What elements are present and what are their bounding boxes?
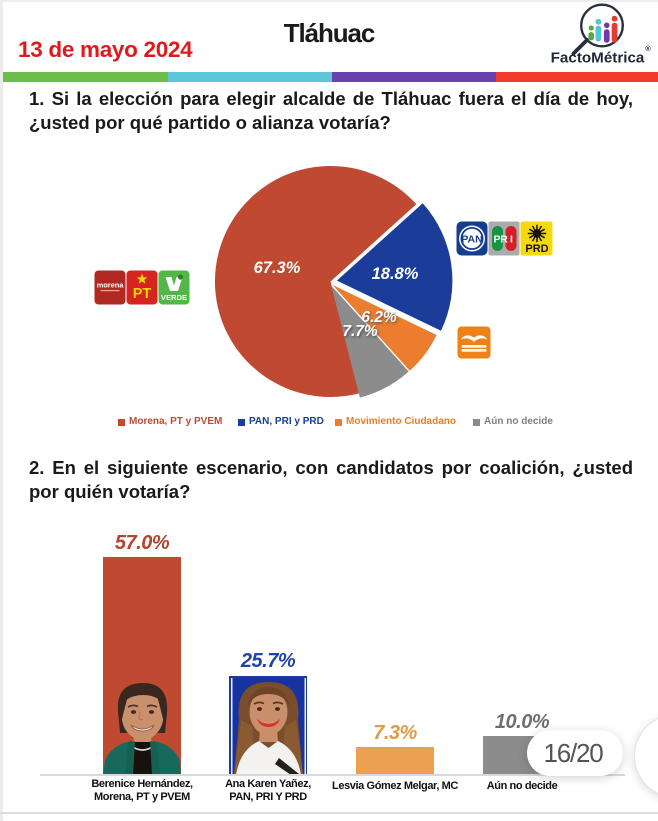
svg-text:I: I bbox=[510, 234, 513, 246]
svg-text:P: P bbox=[493, 234, 500, 246]
svg-text:PT: PT bbox=[133, 286, 152, 302]
svg-text:FactoMétrica: FactoMétrica bbox=[551, 50, 645, 67]
svg-text:PAN: PAN bbox=[461, 234, 482, 246]
svg-text:morena: morena bbox=[97, 281, 125, 290]
svg-text:VERDE: VERDE bbox=[161, 293, 187, 302]
svg-text:PRD: PRD bbox=[525, 243, 548, 255]
svg-text:R: R bbox=[500, 234, 508, 246]
svg-text:®: ® bbox=[645, 44, 651, 53]
